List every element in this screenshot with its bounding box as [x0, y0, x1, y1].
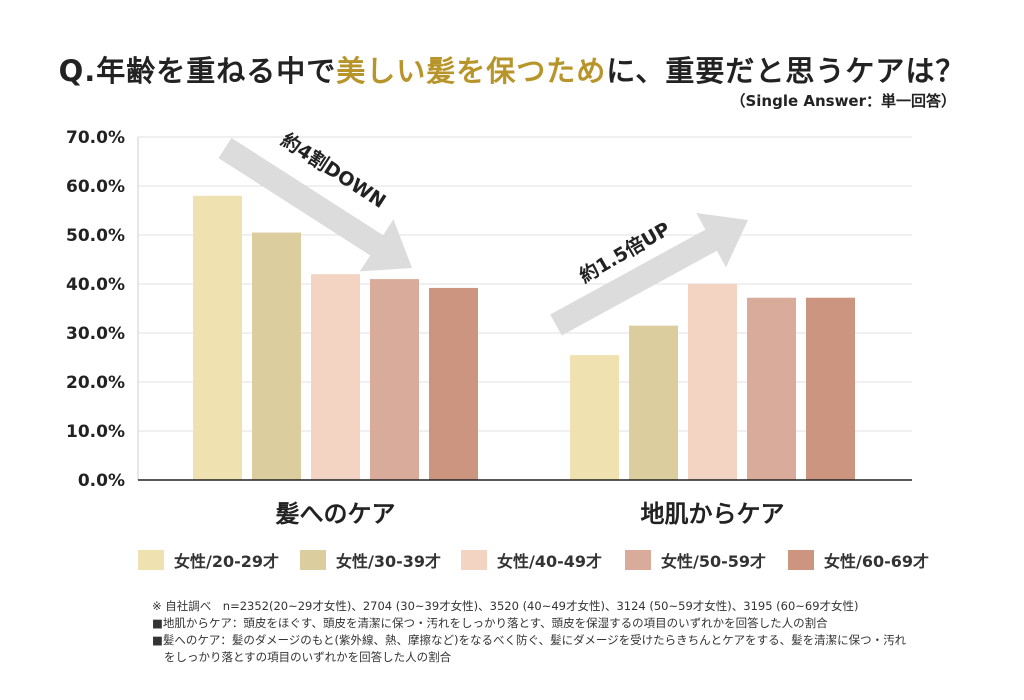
down-arrow	[218, 137, 412, 272]
legend-swatch	[138, 550, 164, 570]
footnotes: ※ 自社調べ n=2352(20~29才女性)、2704 (30~39才女性)、…	[152, 598, 932, 666]
bar	[688, 284, 737, 480]
bar	[747, 297, 796, 480]
bar	[629, 325, 678, 480]
chart-subtitle: （Single Answer：単一回答）	[730, 92, 956, 110]
legend-item: 女性/50-59才	[625, 548, 766, 572]
footnote-survey: ※ 自社調べ n=2352(20~29才女性)、2704 (30~39才女性)、…	[152, 599, 859, 613]
footnote-hair-care-cont: をしっかり落とすの項目のいずれかを回答した人の割合	[164, 650, 452, 664]
legend-label: 女性/30-39才	[336, 552, 442, 571]
legend-item: 女性/40-49才	[461, 548, 602, 572]
up-arrow	[550, 213, 748, 336]
title-prefix: Q.年齢を重ねる中で	[58, 54, 337, 88]
legend-item: 女性/30-39才	[300, 548, 441, 572]
x-category-label: 髪へのケア	[275, 500, 396, 528]
chart-legend: 女性/20-29才 女性/30-39才 女性/40-49才 女性/50-59才 …	[138, 548, 938, 576]
y-tick-label: 30.0%	[66, 324, 125, 344]
legend-item: 女性/60-69才	[788, 548, 929, 572]
bar	[252, 232, 301, 480]
legend-swatch	[788, 550, 814, 570]
y-tick-label: 0.0%	[78, 471, 125, 491]
legend-item: 女性/20-29才	[138, 548, 279, 572]
footnote-scalp-care: ■地肌からケア：頭皮をほぐす、頭皮を清潔に保つ・汚れをしっかり落とす、頭皮を保湿…	[152, 616, 828, 630]
bar-chart: 0.0%10.0%20.0%30.0%40.0%50.0%60.0%70.0% 約…	[66, 128, 912, 528]
y-tick-label: 40.0%	[66, 275, 125, 295]
legend-swatch	[300, 550, 326, 570]
y-tick-label: 20.0%	[66, 373, 125, 393]
y-tick-label: 70.0%	[66, 128, 125, 148]
title-highlight: 美しい髪を保つため	[336, 54, 607, 88]
bar	[806, 297, 855, 480]
bar	[370, 279, 419, 480]
bar	[311, 274, 360, 480]
legend-label: 女性/50-59才	[661, 552, 767, 571]
legend-label: 女性/20-29才	[174, 552, 280, 571]
footnote-hair-care: ■髪へのケア：髪のダメージのもと(紫外線、熱、摩擦など)をなるべく防ぐ、髪にダメ…	[152, 633, 907, 647]
y-tick-label: 60.0%	[66, 177, 125, 197]
bar	[429, 287, 478, 480]
legend-label: 女性/40-49才	[497, 552, 603, 571]
bar	[570, 355, 619, 480]
y-tick-label: 10.0%	[66, 422, 125, 442]
legend-swatch	[461, 550, 487, 570]
legend-swatch	[625, 550, 651, 570]
y-tick-label: 50.0%	[66, 226, 125, 246]
bar	[193, 195, 242, 481]
x-category-label: 地肌からケア	[641, 500, 785, 528]
chart-title: Q.年齢を重ねる中で美しい髪を保つために、重要だと思うケアは？	[0, 48, 1024, 90]
title-suffix: に、重要だと思うケアは？	[606, 54, 966, 88]
legend-label: 女性/60-69才	[824, 552, 930, 571]
